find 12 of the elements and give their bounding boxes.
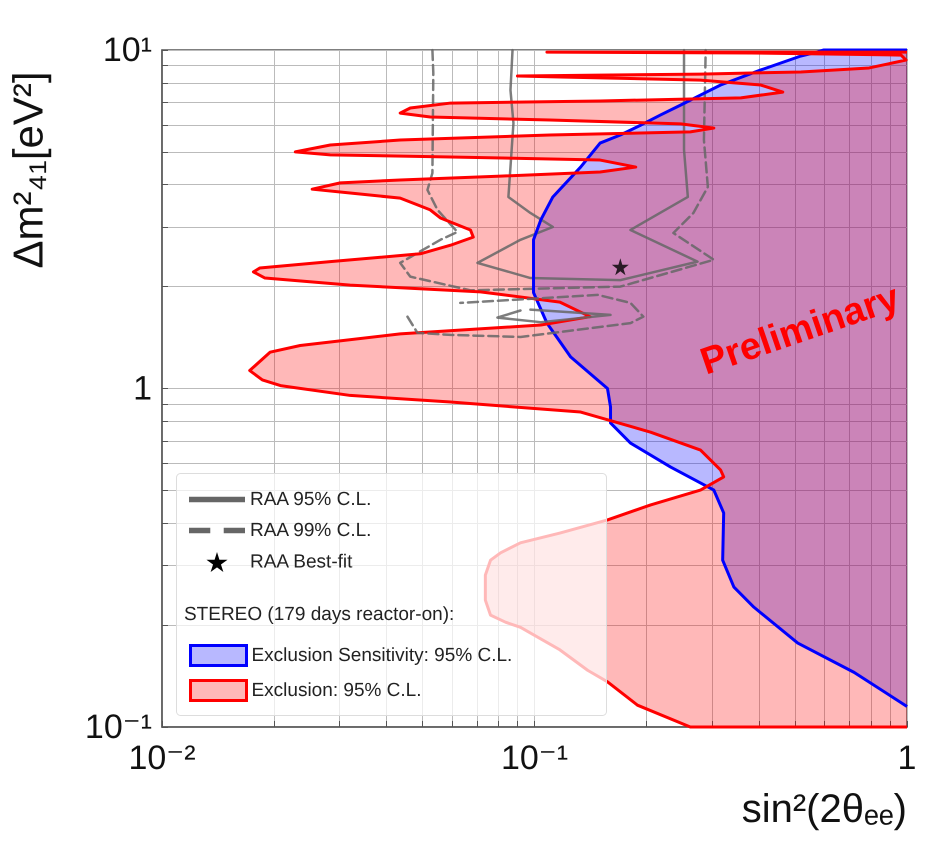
legend-title: STEREO (179 days reactor-on): — [184, 604, 454, 625]
legend-label: RAA 95% C.L. — [250, 489, 372, 510]
y-tick-label: 1 — [133, 370, 152, 408]
legend-label: Exclusion Sensitivity: 95% C.L. — [252, 645, 512, 666]
x-axis-title: sin²(2θₑₑ) — [742, 787, 907, 831]
legend-label: Exclusion: 95% C.L. — [252, 680, 422, 701]
x-tick-label: 1 — [898, 739, 916, 777]
y-tick-label: 10¹ — [102, 31, 152, 69]
legend-label: RAA Best-fit — [250, 552, 354, 572]
legend-label: RAA 99% C.L. — [250, 520, 372, 541]
x-tick-label: 10⁻¹ — [500, 739, 568, 777]
y-axis-title: Δm²₄₁[eV²] — [4, 71, 52, 269]
